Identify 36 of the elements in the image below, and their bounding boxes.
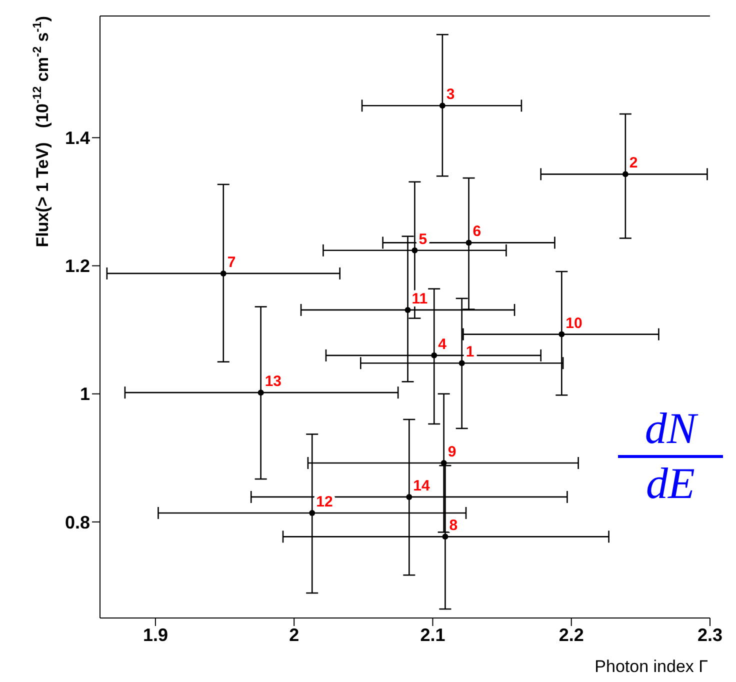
- annotation: 9: [448, 444, 456, 461]
- y-tick-label: 1: [80, 384, 90, 404]
- annotation: dN: [618, 403, 723, 458]
- x-tick-label: 2: [289, 624, 300, 645]
- annotation: dE: [645, 458, 696, 510]
- annotation: 2: [629, 154, 638, 172]
- annotation: 3: [446, 86, 455, 104]
- point: [431, 352, 438, 358]
- annotation: 12: [316, 493, 333, 510]
- x-tick-label: 2.2: [558, 624, 584, 645]
- point: [442, 534, 448, 540]
- annotation: 4: [438, 336, 448, 353]
- point: [558, 331, 565, 338]
- x-tick-label: 2.3: [697, 624, 723, 645]
- point: [466, 240, 472, 246]
- point: [439, 102, 446, 109]
- point: [404, 306, 411, 313]
- point: [309, 510, 316, 516]
- point: [220, 270, 226, 276]
- annotation: 7: [227, 254, 236, 271]
- annotation: 13: [264, 373, 282, 390]
- annotation: 6: [472, 223, 482, 240]
- point: [458, 360, 465, 366]
- point: [406, 494, 412, 500]
- x-axis-title: Photon index Γ: [594, 657, 708, 676]
- y-tick-label: 1.4: [64, 128, 90, 148]
- y-tick-label: 0.8: [64, 512, 90, 532]
- annotation: 8: [449, 517, 458, 534]
- point: [412, 247, 418, 254]
- annotation: 14: [413, 477, 430, 494]
- point: [622, 171, 628, 178]
- x-tick-label: 2.1: [420, 624, 446, 645]
- x-tick-label: 1.9: [142, 624, 168, 645]
- y-tick-label: 1.2: [64, 256, 90, 276]
- point: [258, 390, 264, 396]
- annotation: 10: [566, 314, 582, 332]
